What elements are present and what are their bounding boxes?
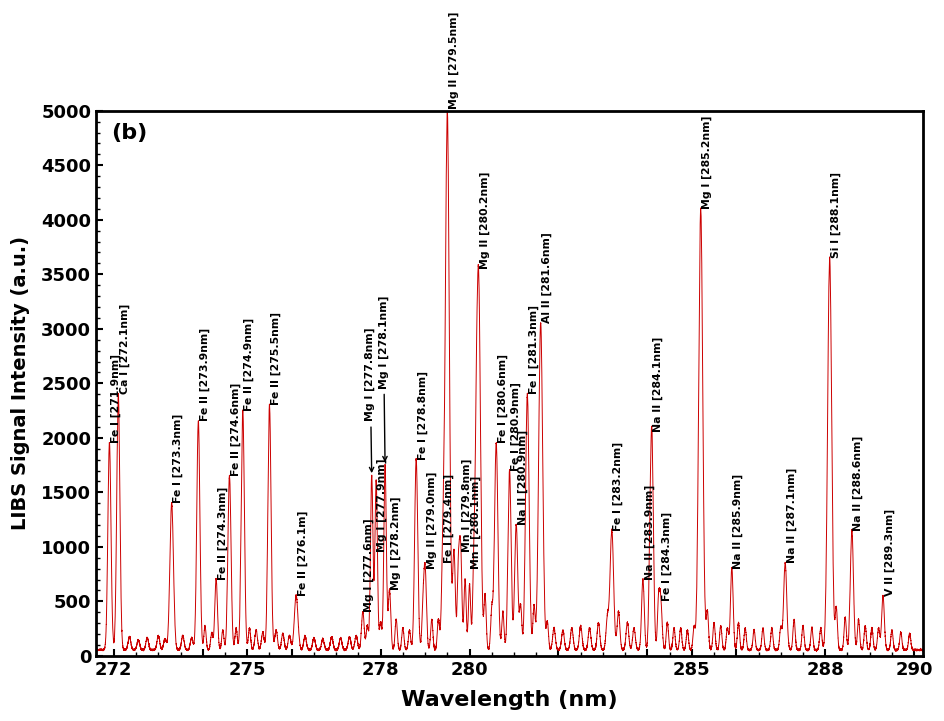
Text: Mg II [279.0nm]: Mg II [279.0nm] xyxy=(426,472,436,569)
Text: Mn I [280.1nm]: Mn I [280.1nm] xyxy=(470,475,480,569)
Text: Fe I [280.9nm]: Fe I [280.9nm] xyxy=(511,381,520,471)
Text: Fe I [273.3nm]: Fe I [273.3nm] xyxy=(173,414,183,503)
Text: V II [289.3nm]: V II [289.3nm] xyxy=(884,509,894,596)
Text: Mg II [280.2nm]: Mg II [280.2nm] xyxy=(480,172,490,269)
Text: Fe I [271.9nm]: Fe I [271.9nm] xyxy=(110,354,121,443)
X-axis label: Wavelength (nm): Wavelength (nm) xyxy=(401,690,617,710)
Text: (b): (b) xyxy=(110,123,147,143)
Text: Fe I [283.2nm]: Fe I [283.2nm] xyxy=(613,441,623,531)
Text: Fe II [274.9nm]: Fe II [274.9nm] xyxy=(244,317,254,410)
Text: Fe II [275.5nm]: Fe II [275.5nm] xyxy=(271,312,280,405)
Text: Na II [285.9nm]: Na II [285.9nm] xyxy=(733,474,743,569)
Text: Fe I [279.4nm]: Fe I [279.4nm] xyxy=(444,474,454,563)
Text: Al II [281.6nm]: Al II [281.6nm] xyxy=(542,233,551,323)
Text: Ca I [272.1nm]: Ca I [272.1nm] xyxy=(120,304,130,394)
Text: Na II [280.9nm]: Na II [280.9nm] xyxy=(517,430,528,525)
Text: Fe II [274.6nm]: Fe II [274.6nm] xyxy=(230,383,241,476)
Y-axis label: LIBS Signal Intensity (a.u.): LIBS Signal Intensity (a.u.) xyxy=(11,236,30,531)
Text: Mg I [277.8nm]: Mg I [277.8nm] xyxy=(364,328,375,472)
Text: Fe I [280.6nm]: Fe I [280.6nm] xyxy=(497,354,507,443)
Text: Na II [283.9nm]: Na II [283.9nm] xyxy=(644,485,654,580)
Text: Si I [288.1nm]: Si I [288.1nm] xyxy=(830,172,840,258)
Text: Mg I [277.9nm]: Mg I [277.9nm] xyxy=(377,459,387,552)
Text: Mg I [277.6nm]: Mg I [277.6nm] xyxy=(363,518,374,612)
Text: Mg II [279.5nm]: Mg II [279.5nm] xyxy=(448,11,459,109)
Text: Na II [287.1nm]: Na II [287.1nm] xyxy=(785,468,796,563)
Text: Mn I [279.8nm]: Mn I [279.8nm] xyxy=(462,459,472,552)
Text: Mg I [285.2nm]: Mg I [285.2nm] xyxy=(701,115,712,209)
Text: Fe II [276.1m]: Fe II [276.1m] xyxy=(297,510,308,596)
Text: Fe I [284.3nm]: Fe I [284.3nm] xyxy=(662,513,671,601)
Text: Fe II [273.9nm]: Fe II [273.9nm] xyxy=(199,328,210,422)
Text: Fe II [274.3nm]: Fe II [274.3nm] xyxy=(217,487,228,580)
Text: Fe I [281.3nm]: Fe I [281.3nm] xyxy=(528,305,538,394)
Text: Mg I [278.1nm]: Mg I [278.1nm] xyxy=(378,296,388,461)
Text: Mg I [278.2nm]: Mg I [278.2nm] xyxy=(391,497,400,590)
Text: Fe I [278.8nm]: Fe I [278.8nm] xyxy=(417,371,428,460)
Text: Na II [284.1nm]: Na II [284.1nm] xyxy=(652,337,663,433)
Text: Na II [288.6nm]: Na II [288.6nm] xyxy=(852,435,863,531)
